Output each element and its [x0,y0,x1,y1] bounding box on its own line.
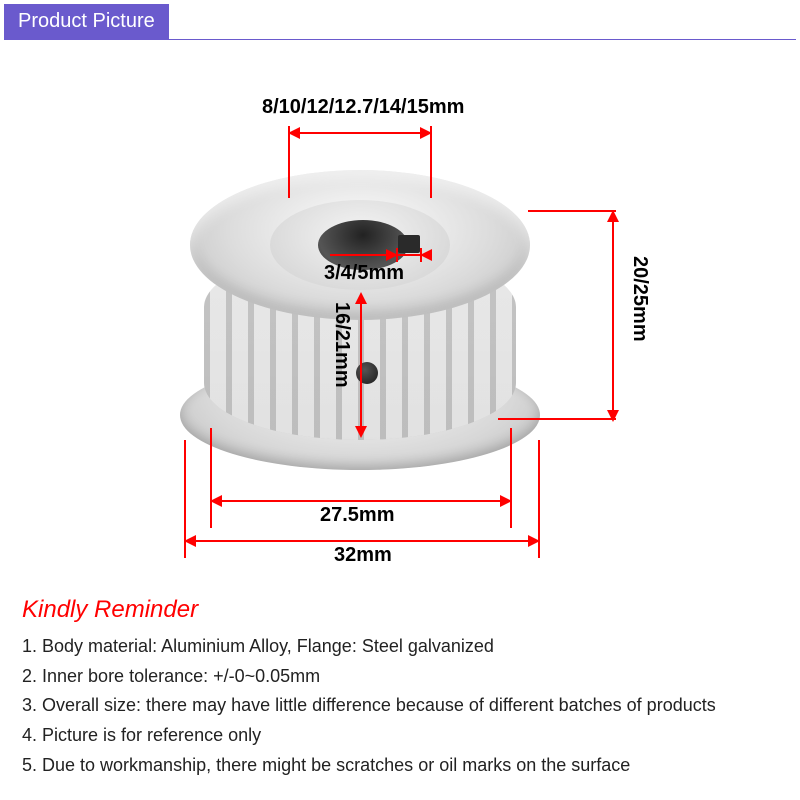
reminder-item: 4. Picture is for reference only [22,721,780,751]
dim-275-line [216,500,506,502]
section-header: Product Picture [4,4,169,39]
reminder-item: 2. Inner bore tolerance: +/-0~0.05mm [22,662,780,692]
dim-32-arrow-r [528,535,540,547]
dim-height-label: 20/25mm [628,256,651,342]
dim-bore-arrow-r [420,127,432,139]
dim-keyway-label: 3/4/5mm [324,262,404,285]
dim-beltwidth-arrow-d [355,426,367,438]
dim-bore-line [294,132,426,134]
dim-bore-arrow-l [288,127,300,139]
dim-height-arrow-u [607,210,619,222]
dim-height-line [612,216,614,416]
reminder-section: Kindly Reminder 1. Body material: Alumin… [22,596,780,780]
reminder-item: 5. Due to workmanship, there might be sc… [22,751,780,781]
reminder-title: Kindly Reminder [22,596,780,624]
dim-height-ext-bot [498,418,616,420]
dim-32-label: 32mm [334,544,392,567]
dim-275-arrow-l [210,495,222,507]
dim-height-arrow-d [607,410,619,422]
product-diagram: 8/10/12/12.7/14/15mm 3/4/5mm 16/21mm 20/… [0,40,800,570]
dim-32-arrow-l [184,535,196,547]
dim-32-line [190,540,534,542]
dim-275-label: 27.5mm [320,504,395,527]
bore-keyway [398,235,420,253]
dim-height-ext-top [528,210,616,212]
dim-keyway-arrow-l [386,249,398,261]
reminder-list: 1. Body material: Aluminium Alloy, Flang… [22,632,780,780]
reminder-item: 3. Overall size: there may have little d… [22,691,780,721]
dim-275-ext-r [510,428,512,528]
dim-beltwidth-arrow-u [355,292,367,304]
dim-beltwidth-label: 16/21mm [330,302,353,388]
dim-275-arrow-r [500,495,512,507]
dim-275-ext-l [210,428,212,528]
dim-keyway-line [330,254,426,256]
dim-keyway-arrow-r [420,249,432,261]
reminder-item: 1. Body material: Aluminium Alloy, Flang… [22,632,780,662]
dim-beltwidth-line [360,298,362,430]
dim-bore-label: 8/10/12/12.7/14/15mm [262,96,464,119]
